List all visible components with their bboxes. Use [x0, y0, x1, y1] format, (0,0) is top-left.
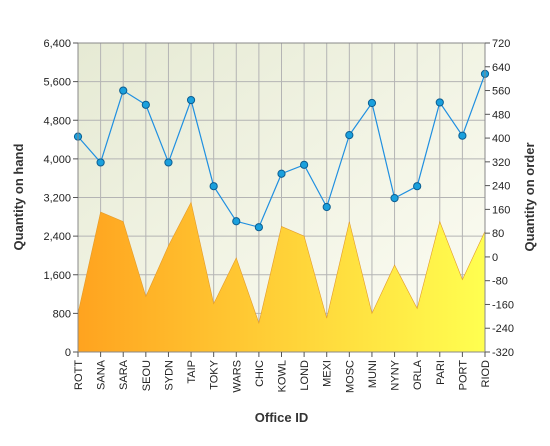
x-tick-label: CHIC — [254, 360, 266, 387]
left-tick-label: 3,200 — [43, 193, 71, 205]
x-tick-label: WARS — [231, 360, 243, 393]
line-point — [96, 158, 105, 167]
x-tick-label: ORLA — [412, 359, 424, 390]
left-tick-label: 1,600 — [43, 270, 71, 282]
area-series-quantity-on-hand — [77, 201, 486, 353]
line-point — [164, 158, 173, 167]
left-tick-label: 5,600 — [43, 77, 71, 89]
right-tick-label: 560 — [492, 86, 510, 98]
left-tick-label: 4,800 — [43, 115, 71, 127]
line-point — [435, 98, 444, 107]
right-tick-label: 240 — [492, 181, 510, 193]
right-tick-label: 480 — [492, 109, 510, 121]
line-series-layer — [73, 69, 490, 232]
x-tick-label: ROTT — [73, 360, 85, 390]
right-tick-label: 80 — [492, 228, 504, 240]
line-point — [186, 95, 196, 105]
line-point — [458, 131, 467, 140]
left-tick-label: 2,400 — [43, 231, 71, 243]
x-tick-label: MOSC — [344, 360, 356, 393]
x-tick-label: LOND — [299, 360, 311, 391]
right-tick-label: 160 — [492, 204, 510, 216]
x-tick-label: PARI — [435, 360, 447, 385]
x-tick-label: SANA — [96, 359, 108, 390]
x-tick-label: SARA — [118, 359, 130, 390]
x-tick-label: KOWL — [277, 360, 289, 392]
right-tick-label: -160 — [492, 299, 514, 311]
left-tick-label: 0 — [65, 347, 71, 359]
left-axis-ticks: 0 800 1,600 2,400 3,200 4,000 4,800 5,600 6,400 — [43, 38, 78, 359]
line-point — [232, 217, 241, 226]
right-tick-label: 0 — [492, 252, 498, 264]
right-tick-label: -320 — [492, 347, 514, 359]
line-point — [277, 169, 286, 178]
line-point — [300, 160, 309, 169]
line-point — [141, 100, 150, 109]
right-tick-label: -240 — [492, 323, 514, 335]
x-tick-label: NYNY — [390, 359, 402, 390]
left-axis-title: Quantity on hand — [11, 144, 26, 251]
line-point — [413, 182, 422, 191]
x-tick-label: PORT — [457, 360, 469, 391]
right-tick-label: 640 — [492, 62, 510, 74]
line-point — [209, 182, 218, 191]
x-tick-label: SEOU — [141, 360, 153, 391]
right-tick-label: 720 — [492, 38, 510, 50]
x-tick-label: MUNI — [367, 360, 379, 388]
x-axis-ticks: ROTT SANA SARA SEOU SYDN TAIP TOKY WARS CHIC KOWL… — [73, 352, 492, 393]
line-point — [390, 193, 399, 203]
right-axis-ticks: -320 -240 -160 -80 0 80 160 240 320 400 480 560 640 7… — [485, 38, 514, 359]
right-tick-label: 400 — [492, 133, 510, 145]
x-tick-label: TAIP — [186, 360, 198, 384]
x-tick-label: MEXI — [322, 360, 334, 387]
line-point — [367, 98, 377, 108]
x-tick-label: RIOD — [480, 360, 492, 388]
right-tick-label: 320 — [492, 157, 510, 169]
line-point — [322, 202, 331, 212]
x-axis-title: Office ID — [255, 410, 308, 425]
line-point — [254, 223, 263, 232]
right-axis-title: Quantity on order — [522, 142, 537, 251]
left-tick-label: 6,400 — [43, 38, 71, 50]
right-tick-label: -80 — [492, 276, 508, 288]
area-series-layer — [77, 201, 486, 353]
left-tick-label: 4,000 — [43, 154, 71, 166]
left-tick-label: 800 — [53, 308, 71, 320]
x-tick-label: SYDN — [163, 360, 175, 391]
x-tick-label: TOKY — [209, 359, 221, 389]
line-point — [345, 131, 354, 140]
line-point — [119, 86, 128, 95]
